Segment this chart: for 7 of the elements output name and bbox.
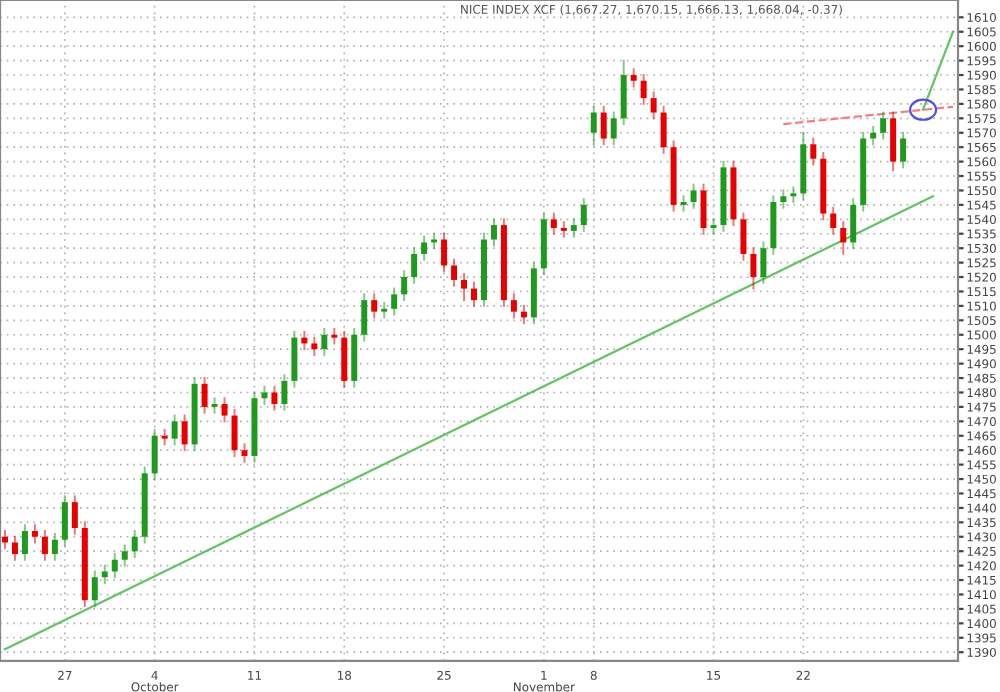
candlestick	[211, 397, 218, 414]
candlestick	[161, 429, 168, 446]
candlestick	[560, 221, 567, 238]
candlestick	[680, 195, 687, 212]
candlestick	[790, 186, 797, 203]
candlestick	[381, 302, 388, 319]
candlestick	[331, 328, 338, 345]
